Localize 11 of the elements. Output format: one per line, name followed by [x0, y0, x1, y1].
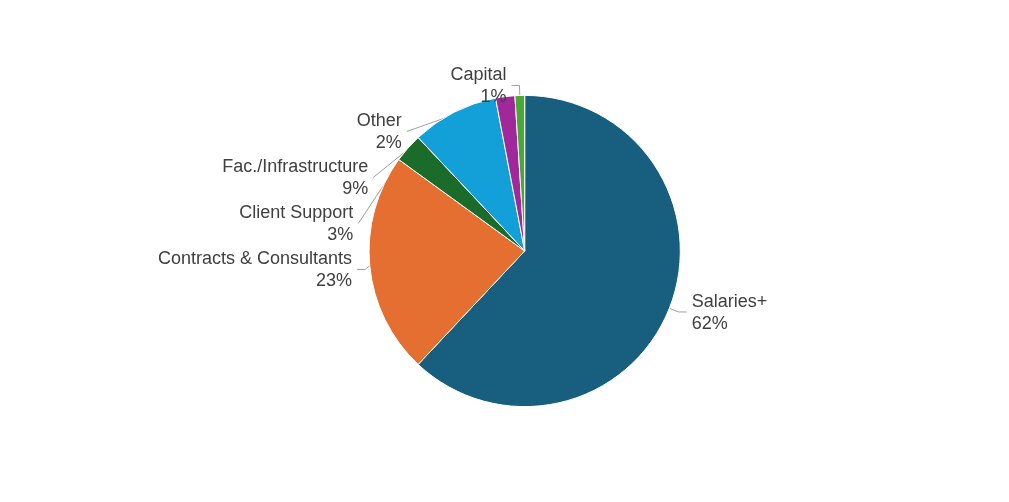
slice-label: Other — [356, 110, 402, 131]
data-label: 3% — [327, 224, 354, 245]
data-label: 62% — [691, 312, 728, 333]
data-label: 9% — [342, 178, 369, 199]
data-label: 2% — [375, 132, 402, 153]
slice-label: Capital — [450, 64, 507, 85]
slice-label: Contracts & Consultants — [158, 248, 353, 269]
slice-label: Client Support — [239, 202, 354, 223]
data-label: 23% — [316, 270, 353, 291]
slice-label: Fac./Infrastructure — [222, 156, 369, 177]
slice-label: Salaries+ — [691, 290, 768, 311]
